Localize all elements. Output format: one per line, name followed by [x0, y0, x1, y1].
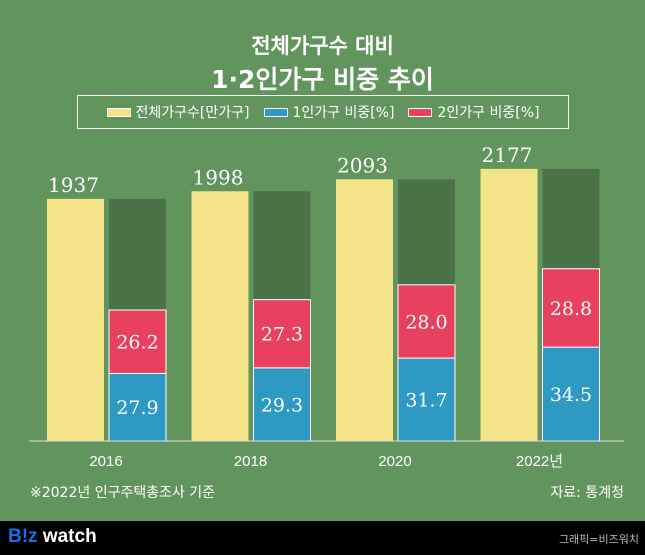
footnote: ※2022년 인구주택총조사 기준 — [30, 485, 216, 501]
one-person-bar — [542, 346, 600, 442]
x-tick-label: 2020 — [378, 453, 411, 470]
two-person-bar — [253, 299, 311, 369]
total-bar — [336, 179, 393, 441]
two-person-label: 28.0 — [405, 311, 447, 333]
x-tick-label: 2016 — [89, 453, 122, 470]
legend-label: 전체가구수[만가구] — [135, 105, 250, 121]
one-person-label: 27.9 — [116, 397, 158, 419]
one-person-bar — [397, 357, 456, 442]
one-person-bar — [253, 367, 311, 442]
one-person-label: 34.5 — [550, 384, 592, 406]
legend-label: 1인가구 비중[%] — [292, 105, 395, 121]
two-person-label: 28.8 — [550, 298, 592, 320]
legend-swatch — [263, 107, 288, 117]
bizwatch-logo: B!z watch — [8, 526, 97, 547]
legend-swatch — [106, 107, 131, 117]
two-person-label: 26.2 — [116, 332, 158, 354]
legend-item-total: 전체가구수[만가구] — [106, 102, 250, 122]
legend-item-2person: 2인가구 비중[%] — [408, 102, 539, 122]
legend: 전체가구수[만가구] 1인가구 비중[%] 2인가구 비중[%] — [77, 95, 569, 129]
total-label: 2177 — [482, 143, 533, 167]
total-label: 1998 — [193, 165, 244, 189]
x-tick-label: 2022년 — [516, 453, 563, 470]
total-label: 1937 — [48, 173, 99, 197]
legend-swatch — [408, 107, 433, 117]
total-bar — [47, 198, 104, 441]
one-person-label: 31.7 — [405, 390, 447, 412]
bar-chart: 1937 27.9 26.2 2016 1998 29.3 27.3 2018 2093 31.7… — [29, 143, 624, 470]
one-person-label: 29.3 — [261, 394, 303, 416]
two-person-bar — [108, 309, 167, 374]
credit: 그래픽=비즈워치 — [558, 533, 639, 546]
two-person-bar — [542, 268, 600, 348]
source: 자료: 통계청 — [550, 485, 624, 501]
two-person-label: 27.3 — [261, 324, 303, 346]
legend-item-1person: 1인가구 비중[%] — [263, 102, 395, 122]
chart-title-line2: 1·2인가구 비중 추이 — [211, 65, 434, 94]
total-label: 2093 — [337, 153, 388, 177]
two-person-bar — [397, 284, 456, 359]
chart-title-line1: 전체가구수 대비 — [251, 34, 394, 58]
footer-bar: B!z watch 그래픽=비즈워치 — [0, 521, 645, 555]
total-bar — [480, 168, 538, 441]
x-tick-label: 2018 — [234, 453, 267, 470]
total-bar — [191, 191, 249, 441]
legend-label: 2인가구 비중[%] — [437, 105, 540, 121]
